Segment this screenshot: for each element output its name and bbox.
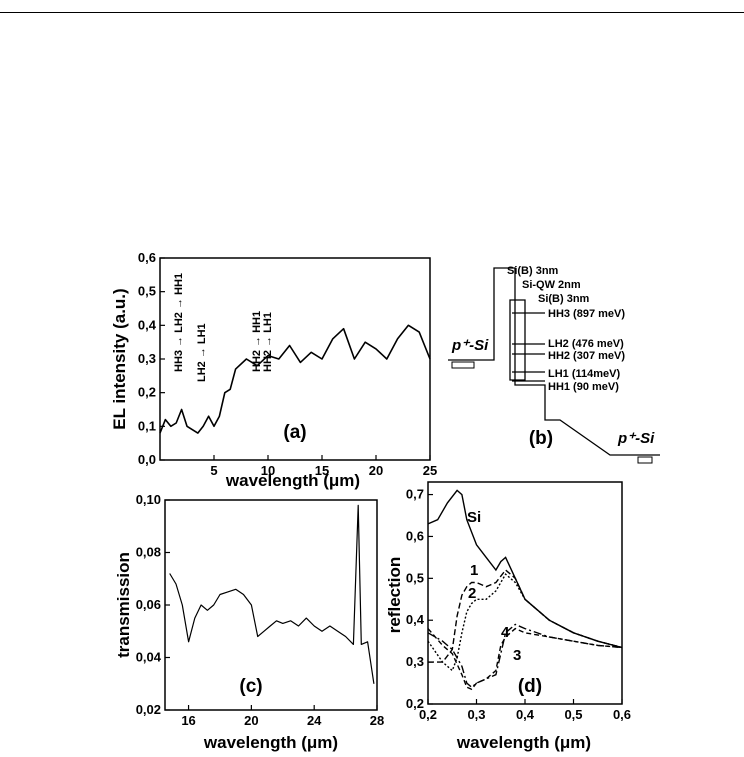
x-tick-label: 24 xyxy=(307,713,322,728)
curve-label-1: 1 xyxy=(470,562,478,579)
series-1 xyxy=(428,568,623,663)
y-tick-label: 0,04 xyxy=(136,650,162,665)
series-3 xyxy=(427,627,623,691)
panel-d-xlabel: wavelength (μm) xyxy=(456,733,591,752)
panel-c-series xyxy=(169,504,375,684)
x-tick-label: 0,2 xyxy=(419,707,437,722)
panel-a-xlabel: wavelength (μm) xyxy=(225,471,360,490)
x-tick-label: 16 xyxy=(181,713,195,728)
x-tick-label: 5 xyxy=(210,463,217,478)
y-tick-label: 0,2 xyxy=(406,696,424,711)
panel-a-annotations: HH3 → LH2 → HH1 LH2 → LH1 HH2 → HH1 HH2 … xyxy=(173,273,274,382)
y-tick-label: 0,6 xyxy=(138,250,156,265)
y-tick-label: 0,06 xyxy=(136,597,161,612)
y-tick-label: 0,4 xyxy=(406,612,425,627)
panel-d-ylabel: reflection xyxy=(385,557,404,634)
y-tick-label: 0,1 xyxy=(138,418,156,433)
x-tick-label: 0,6 xyxy=(613,707,631,722)
contact-left-label: p⁺-Si xyxy=(451,337,489,354)
y-tick-label: 0,3 xyxy=(138,351,156,366)
label-hh3: HH3 (897 meV) xyxy=(548,308,625,320)
x-tick-label: 0,5 xyxy=(564,707,582,722)
y-tick-label: 0,4 xyxy=(138,317,157,332)
panel-a-label: (a) xyxy=(283,422,306,443)
y-tick-label: 0,08 xyxy=(136,545,161,560)
annotation-lh2-lh1: LH2 → LH1 xyxy=(196,323,208,382)
curve-label-4: 4 xyxy=(501,624,510,641)
quantum-well xyxy=(509,299,526,381)
panel-b-label: (b) xyxy=(529,428,553,449)
y-tick-label: 0,3 xyxy=(406,654,424,669)
contact-right-label: p⁺-Si xyxy=(617,430,655,447)
series-2 xyxy=(427,573,623,672)
x-tick-label: 25 xyxy=(423,463,437,478)
label-sib-top: Si(B) 3nm xyxy=(507,265,559,277)
panel-a-ylabel: EL intensity (a.u.) xyxy=(110,288,129,429)
y-tick-label: 0,10 xyxy=(136,492,161,507)
header-rule xyxy=(0,12,744,13)
x-tick-label: 0,3 xyxy=(467,707,485,722)
x-tick-label: 10 xyxy=(261,463,275,478)
x-tick-label: 15 xyxy=(315,463,329,478)
panel-c-label: (c) xyxy=(239,676,262,697)
y-tick-label: 0,0 xyxy=(138,452,156,467)
y-tick-label: 0,2 xyxy=(138,385,156,400)
panel-c-frame xyxy=(164,499,378,711)
panel-c-xlabel: wavelength (μm) xyxy=(203,733,338,752)
band-profile xyxy=(448,267,660,456)
contact-left-hatch xyxy=(451,361,475,369)
label-hh2: HH2 (307 meV) xyxy=(548,350,625,362)
label-lh1: LH1 (114meV) xyxy=(548,368,620,380)
series-Si xyxy=(427,489,623,649)
panel-d: 0,2 0,3 0,4 0,5 0,6 0,7 0,2 0,3 0,4 0,5 0,6 reflec… xyxy=(385,481,631,752)
y-tick-label: 0,02 xyxy=(136,702,161,717)
label-lh2: LH2 (476 meV) xyxy=(548,338,624,350)
x-tick-label: 28 xyxy=(370,713,384,728)
label-sib-bottom: Si(B) 3nm xyxy=(538,293,590,305)
panel-b-labels: Si(B) 3nm Si-QW 2nm Si(B) 3nm HH3 (897 m… xyxy=(507,265,625,393)
y-tick-label: 0,5 xyxy=(138,284,156,299)
panel-a-series xyxy=(159,324,431,434)
panel-d-series xyxy=(427,489,623,691)
x-tick-label: 20 xyxy=(369,463,383,478)
panel-a-ticks: 0,0 0,1 0,2 0,3 0,4 0,5 0,6 5 10 15 20 25 xyxy=(138,250,437,478)
x-tick-label: 20 xyxy=(244,713,258,728)
curve-label-3: 3 xyxy=(513,647,521,664)
series-4 xyxy=(427,623,623,689)
panel-c-ylabel: transmission xyxy=(114,552,133,658)
y-tick-label: 0,7 xyxy=(406,487,424,502)
curve-label-2: 2 xyxy=(468,585,476,602)
panel-c-ticks: 0,02 0,04 0,06 0,08 0,10 16 20 24 28 xyxy=(136,492,385,728)
panel-d-ticks: 0,2 0,3 0,4 0,5 0,6 0,7 0,2 0,3 0,4 0,5 0,6 xyxy=(406,487,631,722)
x-tick-label: 0,4 xyxy=(516,707,535,722)
panel-d-frame xyxy=(427,481,623,705)
contact-right-hatch xyxy=(637,456,653,464)
annotation-hh2-lh1: HH2 → LH1 xyxy=(262,312,274,372)
annotation-hh2-hh1: HH2 → HH1 xyxy=(251,311,263,372)
y-tick-label: 0,6 xyxy=(406,528,424,543)
panel-d-label: (d) xyxy=(518,676,542,697)
curve-label-si: Si xyxy=(467,509,481,526)
label-si-qw: Si-QW 2nm xyxy=(522,279,581,291)
label-hh1: HH1 (90 meV) xyxy=(548,381,619,393)
panel-a: 0,0 0,1 0,2 0,3 0,4 0,5 0,6 5 10 15 20 25 EL intens… xyxy=(110,250,437,490)
panel-b xyxy=(448,267,660,464)
panel-c: 0,02 0,04 0,06 0,08 0,10 16 20 24 28 transmissio… xyxy=(114,492,384,752)
annotation-hh3-lh2-hh1: HH3 → LH2 → HH1 xyxy=(173,273,185,372)
y-tick-label: 0,5 xyxy=(406,570,424,585)
